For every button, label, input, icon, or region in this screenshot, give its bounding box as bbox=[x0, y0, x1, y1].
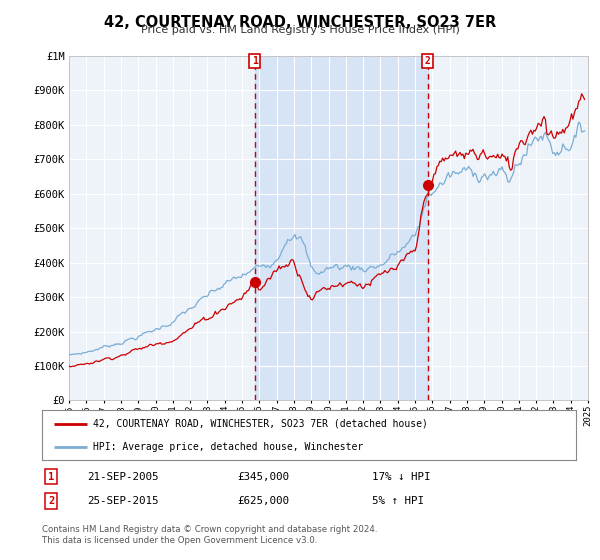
Text: £625,000: £625,000 bbox=[237, 496, 289, 506]
Text: 42, COURTENAY ROAD, WINCHESTER, SO23 7ER (detached house): 42, COURTENAY ROAD, WINCHESTER, SO23 7ER… bbox=[93, 418, 428, 428]
Text: £345,000: £345,000 bbox=[237, 472, 289, 482]
Text: 25-SEP-2015: 25-SEP-2015 bbox=[87, 496, 158, 506]
Text: This data is licensed under the Open Government Licence v3.0.: This data is licensed under the Open Gov… bbox=[42, 536, 317, 545]
Bar bbox=[254, 56, 428, 400]
Text: 2: 2 bbox=[48, 496, 54, 506]
Text: Price paid vs. HM Land Registry's House Price Index (HPI): Price paid vs. HM Land Registry's House … bbox=[140, 25, 460, 35]
Text: 21-SEP-2005: 21-SEP-2005 bbox=[87, 472, 158, 482]
Text: 17% ↓ HPI: 17% ↓ HPI bbox=[372, 472, 431, 482]
Text: 1: 1 bbox=[251, 56, 257, 66]
Text: 42, COURTENAY ROAD, WINCHESTER, SO23 7ER: 42, COURTENAY ROAD, WINCHESTER, SO23 7ER bbox=[104, 15, 496, 30]
Text: 1: 1 bbox=[48, 472, 54, 482]
Text: 2: 2 bbox=[425, 56, 431, 66]
Text: Contains HM Land Registry data © Crown copyright and database right 2024.: Contains HM Land Registry data © Crown c… bbox=[42, 525, 377, 534]
Text: 5% ↑ HPI: 5% ↑ HPI bbox=[372, 496, 424, 506]
Text: HPI: Average price, detached house, Winchester: HPI: Average price, detached house, Winc… bbox=[93, 442, 363, 452]
